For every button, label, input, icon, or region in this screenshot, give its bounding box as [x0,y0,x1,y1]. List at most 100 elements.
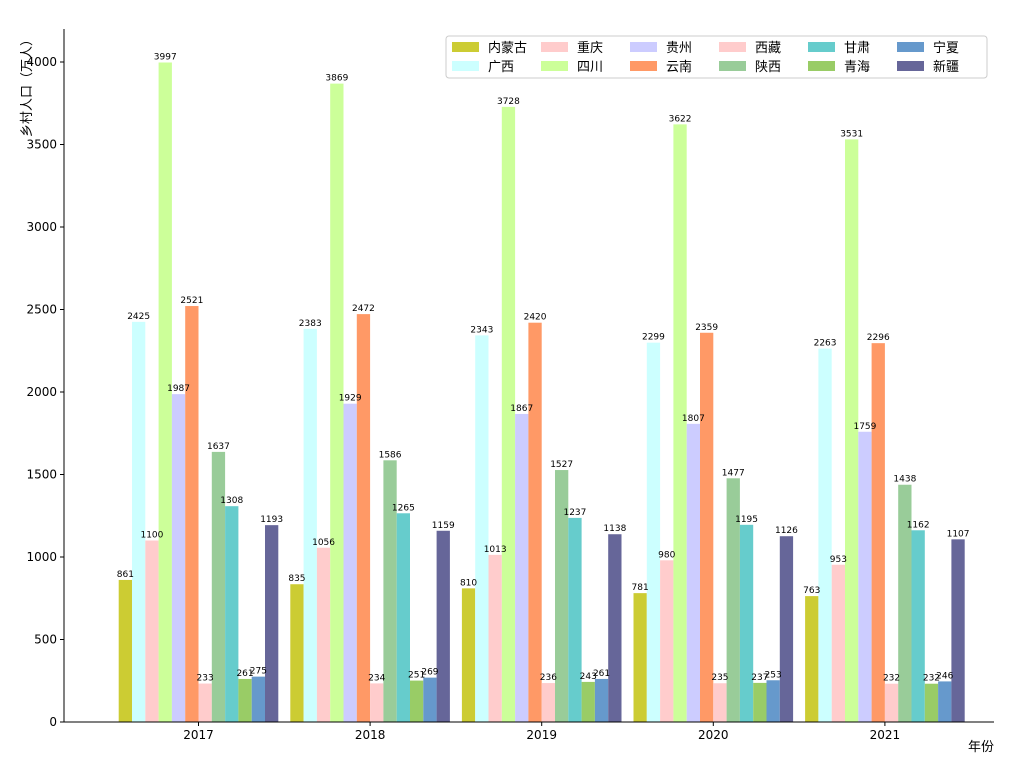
legend-swatch [808,61,835,71]
bar [858,431,872,722]
y-tick-label: 1000 [26,550,57,564]
bar-value-label: 1987 [167,384,190,394]
x-tick-label: 2020 [698,728,729,742]
y-tick-label: 3000 [26,220,57,234]
bar-value-label: 232 [923,674,940,684]
bar [871,343,885,722]
bar-value-label: 237 [751,673,768,683]
legend-entry: 重庆 [541,40,603,56]
bar-value-label: 261 [593,669,610,679]
bar-value-label: 243 [580,672,597,682]
bar [779,536,794,722]
bar [594,678,609,722]
legend-label: 新疆 [933,59,959,75]
bar-value-label: 253 [765,670,782,680]
bar-value-label: 1929 [339,394,362,404]
bar [330,83,344,723]
axes-layer: 0 500 1000 1500 2000 2500 3000 3500 4000 2017 2018… [26,29,994,742]
bar-value-label: 1308 [220,496,243,506]
bar [951,539,965,722]
bar [436,530,450,722]
y-tick-label: 4000 [26,55,57,69]
bar [383,460,397,722]
bar-value-label: 810 [460,578,477,588]
legend-entry: 新疆 [897,59,959,75]
bar-value-label: 232 [883,674,900,684]
bar-value-label: 1013 [484,545,507,555]
bar-value-label: 2296 [867,333,890,343]
bar-value-label: 1637 [207,442,230,452]
bar [581,681,595,722]
bar [410,680,424,722]
bar [818,348,832,722]
legend-swatch [452,42,479,52]
bar-value-label: 251 [408,671,425,681]
bar-value-label: 953 [830,555,847,565]
bar [646,342,661,722]
bar [158,62,172,723]
legend-swatch [719,42,746,52]
x-tick-label: 2021 [870,728,901,742]
legend-label: 四川 [577,60,603,75]
bar-value-label: 2472 [352,304,375,314]
bar-value-label: 3728 [497,97,520,107]
legend-entry: 广西 [452,60,514,75]
bar-value-label: 1126 [775,526,798,536]
bar [475,335,489,722]
data-labels-layer: 8612425110039971987252123316371308261275… [117,52,970,683]
bar-value-label: 781 [632,583,649,593]
bar-value-label: 980 [658,550,675,560]
bar [461,588,476,722]
legend-swatch [541,61,568,71]
bar-value-label: 1265 [392,503,415,513]
bar [290,584,304,722]
bar [343,403,357,722]
bar-value-label: 1759 [853,422,876,432]
bar-value-label: 3531 [840,129,863,139]
legend-label: 宁夏 [933,40,959,56]
legend-label: 云南 [666,59,692,75]
bar [303,328,317,722]
y-tick-label: 500 [34,633,57,647]
legend-label: 重庆 [577,40,603,56]
bar [686,423,700,722]
legend-swatch [541,42,568,52]
bar-value-label: 1193 [260,515,283,525]
bar-value-label: 1586 [379,450,402,460]
bar [633,593,647,722]
bar [660,560,674,722]
bar-value-label: 2299 [642,333,665,343]
bar [568,517,582,722]
legend-swatch [630,42,657,52]
bar-value-label: 235 [711,673,728,683]
bar [515,413,529,722]
legend-entry: 云南 [630,59,692,75]
bar-value-label: 763 [803,586,820,596]
legend-entry: 宁夏 [897,40,959,56]
bar-value-label: 2420 [524,313,547,323]
legend-label: 广西 [488,60,514,75]
bar-value-label: 3622 [669,114,692,124]
bar-value-label: 2521 [180,296,203,306]
bar [118,579,132,722]
bar [528,322,542,722]
bar-value-label: 3869 [325,74,348,84]
bar [356,314,371,722]
y-tick-label: 2500 [26,303,57,317]
bar [185,306,199,722]
legend-entry: 西藏 [719,41,781,56]
x-tick-label: 2018 [355,728,386,742]
bar-value-label: 1237 [563,508,586,518]
y-tick-label: 1500 [26,468,57,482]
bar [898,484,912,722]
bar [198,683,212,722]
bar [488,554,502,722]
bar [739,524,754,722]
bar-value-label: 275 [250,667,267,677]
bar [211,451,226,722]
bar [845,139,859,722]
legend-label: 青海 [844,60,870,75]
bar [673,124,687,723]
